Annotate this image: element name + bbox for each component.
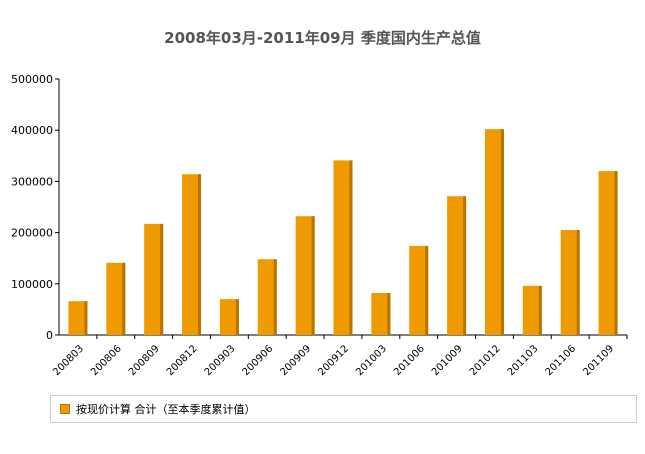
bar (68, 301, 88, 335)
bar-shade (387, 293, 391, 335)
x-tick-label: 200812 (165, 343, 200, 378)
legend-swatch (60, 404, 70, 414)
bar (333, 160, 353, 335)
bar-shade (576, 230, 580, 335)
bar-shade (311, 216, 315, 335)
x-tick-label: 201103 (506, 343, 541, 378)
bar (409, 245, 429, 335)
x-tick-label: 201006 (392, 343, 427, 378)
bar-shade (538, 285, 542, 335)
bar-shade (273, 259, 277, 335)
bar-shade (500, 129, 504, 335)
chart-title: 2008年03月-2011年09月 季度国内生产总值 (164, 29, 481, 47)
bar (371, 293, 391, 335)
y-tick-label: 200000 (11, 227, 53, 240)
bar (106, 262, 126, 335)
bar (522, 285, 542, 335)
bar-shade (198, 174, 202, 335)
y-tick-label: 300000 (11, 175, 53, 188)
bar (257, 259, 277, 335)
x-tick-label: 201009 (430, 343, 465, 378)
bar-shade (349, 160, 353, 335)
y-tick-label: 100000 (11, 278, 53, 291)
legend: 按现价计算 合计（至本季度累计值） (50, 395, 637, 423)
bar-shade (122, 262, 126, 335)
x-tick-label: 200809 (127, 343, 162, 378)
y-tick-label: 500000 (11, 73, 53, 86)
bar-shade (84, 301, 88, 335)
bar (182, 174, 202, 335)
y-tick-label: 400000 (11, 124, 53, 137)
bar (295, 216, 315, 335)
x-tick-label: 200806 (89, 343, 124, 378)
legend-label: 按现价计算 合计（至本季度累计值） (76, 403, 256, 416)
x-tick-label: 200912 (316, 343, 351, 378)
bar (447, 196, 467, 335)
bar-shade (614, 171, 618, 335)
x-tick-label: 200906 (241, 343, 276, 378)
bar (484, 129, 504, 335)
x-tick-label: 201106 (544, 343, 579, 378)
bar-shade (425, 245, 429, 335)
bar-shade (160, 223, 164, 335)
x-tick-label: 200803 (51, 343, 86, 378)
x-tick-label: 201012 (468, 343, 503, 378)
bar (219, 299, 239, 335)
bar (560, 230, 580, 335)
x-tick-label: 201109 (581, 343, 616, 378)
bar (144, 223, 164, 335)
y-tick-label: 0 (46, 329, 53, 342)
x-tick-label: 200903 (203, 343, 238, 378)
x-tick-label: 200909 (278, 343, 313, 378)
bar-shade (463, 196, 467, 335)
bar (598, 171, 618, 335)
bar-shade (235, 299, 239, 335)
x-tick-label: 201003 (354, 343, 389, 378)
